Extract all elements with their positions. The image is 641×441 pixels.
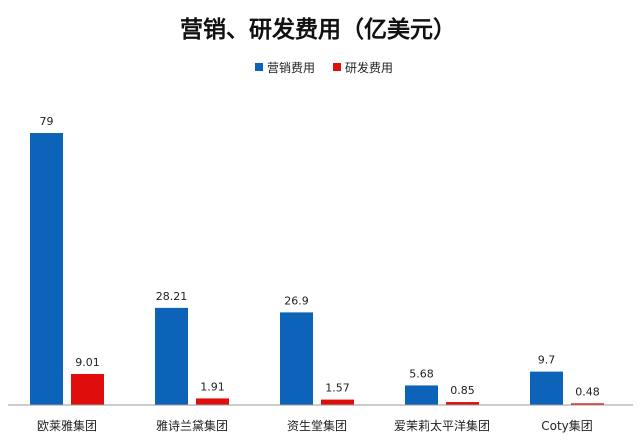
legend-swatch-rnd: [333, 63, 341, 71]
value-label-marketing-1: 28.21: [156, 290, 188, 303]
x-labels-group: 欧莱雅集团 雅诗兰黛集团 资生堂集团 爱茉莉太平洋集团 Coty集团: [37, 418, 593, 433]
value-label-rnd-1: 1.91: [200, 380, 225, 393]
x-tick-label-1: 雅诗兰黛集团: [156, 418, 228, 433]
value-label-rnd-0: 9.01: [75, 356, 100, 369]
bar-rnd-4: [571, 403, 604, 405]
value-label-marketing-2: 26.9: [284, 294, 309, 307]
legend-label-marketing: 营销费用: [267, 61, 315, 75]
value-labels-group: 79 9.01 28.21 1.91 26.9 1.57 5.68 0.85 9.7 0.48: [40, 115, 600, 398]
x-tick-label-0: 欧莱雅集团: [37, 418, 97, 433]
bar-rnd-2: [321, 399, 354, 405]
value-label-rnd-3: 0.85: [450, 384, 475, 397]
bar-marketing-3: [405, 385, 438, 405]
x-tick-label-3: 爱茉莉太平洋集团: [394, 418, 490, 433]
bars-group: [30, 133, 604, 405]
bar-rnd-0: [71, 373, 104, 405]
value-label-rnd-2: 1.57: [325, 382, 350, 395]
bar-rnd-3: [446, 402, 479, 405]
x-tick-label-4: Coty集团: [541, 418, 593, 433]
value-label-rnd-4: 0.48: [575, 385, 600, 398]
bar-rnd-1: [196, 398, 229, 405]
value-label-marketing-0: 79: [40, 115, 54, 128]
value-label-marketing-4: 9.7: [538, 354, 556, 367]
chart-title: 营销、研发费用（亿美元）: [180, 16, 456, 43]
bar-marketing-0: [30, 133, 63, 405]
legend-swatch-marketing: [255, 63, 263, 71]
bar-marketing-1: [155, 307, 188, 405]
legend-label-rnd: 研发费用: [345, 60, 393, 75]
bar-marketing-4: [530, 371, 563, 405]
bar-marketing-2: [280, 312, 313, 405]
x-tick-label-2: 资生堂集团: [287, 418, 347, 433]
value-label-marketing-3: 5.68: [409, 367, 434, 380]
legend: 营销费用 研发费用: [255, 60, 393, 75]
